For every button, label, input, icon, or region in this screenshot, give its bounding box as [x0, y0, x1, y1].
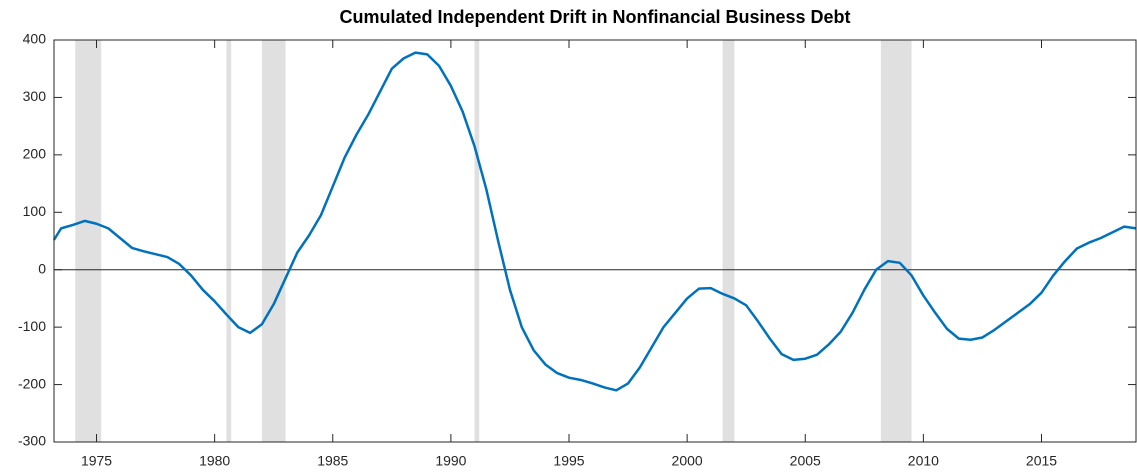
chart-title: Cumulated Independent Drift in Nonfinanc…: [339, 7, 850, 27]
y-tick-label: 200: [23, 146, 47, 162]
y-tick-label: 0: [38, 260, 46, 276]
recession-band: [261, 40, 286, 442]
x-tick-label: 1975: [81, 453, 112, 469]
y-tick-label: 300: [23, 88, 47, 104]
y-tick-label: -300: [18, 433, 46, 449]
x-tick-label: 2005: [790, 453, 821, 469]
x-tick-label: 2010: [908, 453, 939, 469]
x-tick-label: 1985: [317, 453, 348, 469]
recession-band: [880, 40, 912, 442]
data-line: [52, 51, 1137, 392]
y-tick-label: 400: [23, 31, 47, 47]
plot-frame: [53, 39, 1137, 443]
y-tick-label: -200: [18, 375, 46, 391]
x-tick-label: 1990: [435, 453, 466, 469]
recession-band: [75, 40, 102, 442]
x-tick-label: 2015: [1026, 453, 1057, 469]
x-tick-label: 1980: [199, 453, 230, 469]
x-tick-label: 1995: [553, 453, 584, 469]
y-tick-label: 100: [23, 203, 47, 219]
recession-band: [722, 40, 735, 442]
x-tick-label: 2000: [672, 453, 703, 469]
y-tick-label: -100: [18, 318, 46, 334]
recession-band: [226, 40, 232, 442]
recession-band: [474, 40, 480, 442]
